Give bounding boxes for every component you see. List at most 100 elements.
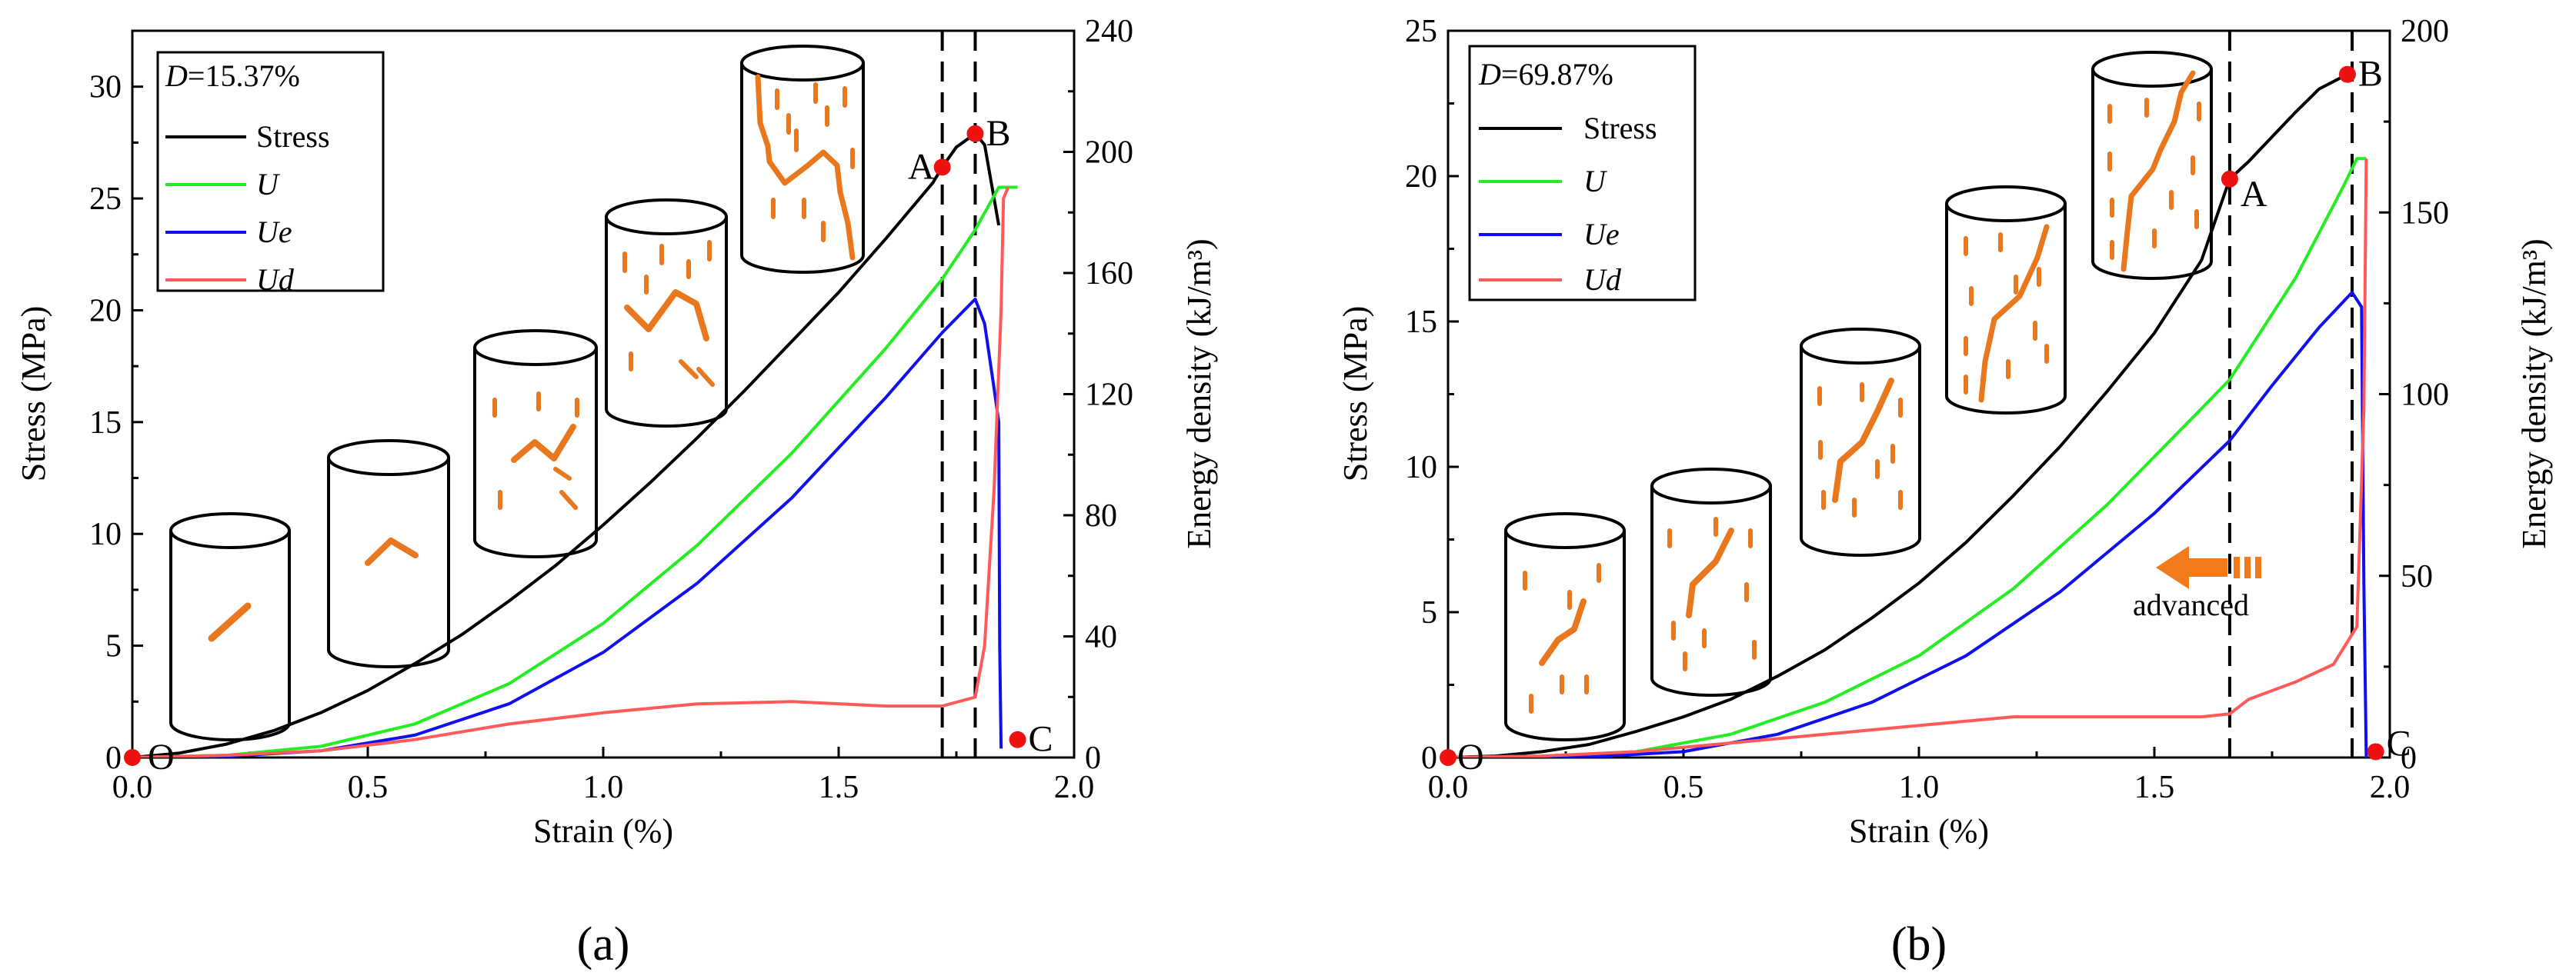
cylinder-inset-4 <box>605 198 728 428</box>
x-tick-label: 0.0 <box>1428 770 1469 805</box>
axes-a: 0.0 0.5 1.0 1.5 2.00510152025300408012016020… <box>89 14 1133 805</box>
point-marker-o <box>124 749 141 766</box>
point-marker-o <box>1440 749 1457 766</box>
cylinder-inset-b4 <box>1945 185 2067 415</box>
y-axis-label-right-a: Energy density (kJ/m³) <box>1180 238 1218 548</box>
cylinder-inset-b1 <box>1504 512 1626 741</box>
y-axis-label-right-b: Energy density (kJ/m³) <box>2515 238 2553 548</box>
point-label-c: C <box>2387 723 2411 764</box>
cylinder-inset-b3 <box>1800 328 1921 557</box>
point-label-b: B <box>2358 54 2383 95</box>
legend-label-u-b: U <box>1583 164 1608 198</box>
y-axis-label-left-b: Stress (MPa) <box>1336 306 1374 482</box>
point-marker-c <box>1009 731 1026 748</box>
y-right-tick-label: 40 <box>1085 620 1117 655</box>
x-tick-label: 1.0 <box>1899 770 1940 805</box>
y-right-tick-label: 0 <box>2401 741 2417 776</box>
point-marker-b <box>966 125 984 142</box>
cylinder-inset-3 <box>473 329 598 558</box>
y-right-tick-label: 150 <box>2401 195 2449 231</box>
point-marker-c <box>2367 743 2384 761</box>
point-label-a: A <box>2241 174 2267 215</box>
y-right-tick-label: 200 <box>2401 14 2449 49</box>
d-value-a: =15.37% <box>188 58 300 93</box>
cylinder-inset-2 <box>327 439 450 668</box>
y-right-tick-label: 50 <box>2401 559 2433 594</box>
cylinder-inset-5 <box>740 45 865 274</box>
point-label-c: C <box>1029 719 1053 760</box>
legend-label-stress-b: Stress <box>1583 111 1657 145</box>
series-a <box>132 132 1018 758</box>
cylinder-inset-b2 <box>1650 468 1772 697</box>
series-line-stress <box>1448 72 2348 758</box>
y-left-tick-label: 25 <box>89 181 122 217</box>
y-right-tick-label: 200 <box>1085 135 1133 171</box>
y-right-tick-label: 160 <box>1085 256 1133 291</box>
point-label-o: O <box>1457 737 1484 778</box>
y-left-tick-label: 20 <box>1405 159 1437 195</box>
legend-label-u: U <box>256 167 281 201</box>
y-right-tick-label: 120 <box>1085 378 1133 413</box>
panel-label-b: (b) <box>1891 918 1947 971</box>
cylinder-inset-1 <box>169 512 291 741</box>
y-left-tick-label: 5 <box>1421 595 1437 631</box>
y-left-tick-label: 0 <box>105 741 122 776</box>
x-tick-label: 0.5 <box>1663 770 1704 805</box>
svg-text:D=69.87%: D=69.87% <box>1478 57 1613 92</box>
legend-a: D=15.37% Stress U Ue Ud <box>156 51 385 297</box>
vlines-b <box>2227 31 2354 758</box>
advanced-annotation: advanced <box>2133 546 2261 622</box>
y-right-tick-label: 240 <box>1085 14 1133 49</box>
x-axis-label-b: Strain (%) <box>1849 812 1989 850</box>
point-marker-b <box>2338 65 2356 83</box>
x-tick-label: 1.5 <box>2134 770 2175 805</box>
series-line-stress <box>132 132 1001 758</box>
series-b <box>1448 72 2368 758</box>
y-left-tick-label: 5 <box>105 629 122 664</box>
y-right-tick-label: 100 <box>2401 378 2449 413</box>
d-value-b: =69.87% <box>1501 57 1613 92</box>
legend-label-ue-b: Ue <box>1583 217 1620 251</box>
y-left-tick-label: 30 <box>89 70 122 105</box>
point-label-o: O <box>148 737 175 778</box>
svg-text:D=15.37%: D=15.37% <box>165 58 300 93</box>
y-left-tick-label: 15 <box>1405 305 1437 340</box>
x-tick-label: 0.5 <box>348 770 389 805</box>
y-left-tick-label: 0 <box>1421 741 1437 776</box>
series-line-ud <box>1448 158 2368 758</box>
legend-label-stress: Stress <box>256 119 330 154</box>
y-right-tick-label: 80 <box>1085 498 1117 534</box>
legend-label-ue: Ue <box>256 215 292 249</box>
series-line-u <box>132 185 1018 758</box>
d-label-b: D <box>1478 57 1501 92</box>
advanced-label: advanced <box>2133 588 2249 622</box>
legend-label-ud-b: Ud <box>1583 262 1622 297</box>
x-tick-label: 2.0 <box>2370 770 2411 805</box>
advanced-arrow-icon <box>2156 546 2227 589</box>
x-tick-label: 0.0 <box>112 770 153 805</box>
x-tick-label: 1.0 <box>583 770 624 805</box>
cylinder-inset-b5 <box>2091 51 2213 280</box>
panel-label-a: (a) <box>577 918 630 971</box>
d-label-a: D <box>165 58 188 93</box>
x-tick-label: 1.5 <box>819 770 859 805</box>
points-a: O A B C <box>124 113 1053 778</box>
point-marker-a <box>2221 170 2238 188</box>
y-left-tick-label: 10 <box>1405 450 1437 485</box>
point-marker-a <box>933 158 951 176</box>
x-axis-label-a: Strain (%) <box>533 812 673 850</box>
y-left-tick-label: 10 <box>89 517 122 552</box>
y-left-tick-label: 20 <box>89 293 122 328</box>
panel-a: 0.0 0.5 1.0 1.5 2.00510152025300408012016020… <box>15 14 1218 971</box>
legend-b: D=69.87% Stress U Ue Ud <box>1468 45 1697 301</box>
series-line-ud <box>132 186 1010 758</box>
y-left-tick-label: 15 <box>89 405 122 441</box>
y-left-tick-label: 25 <box>1405 14 1437 49</box>
y-axis-label-left-a: Stress (MPa) <box>15 306 52 482</box>
points-b: O A B C <box>1440 54 2411 778</box>
point-label-a: A <box>908 146 935 187</box>
x-tick-label: 2.0 <box>1054 770 1095 805</box>
point-label-b: B <box>986 113 1010 154</box>
